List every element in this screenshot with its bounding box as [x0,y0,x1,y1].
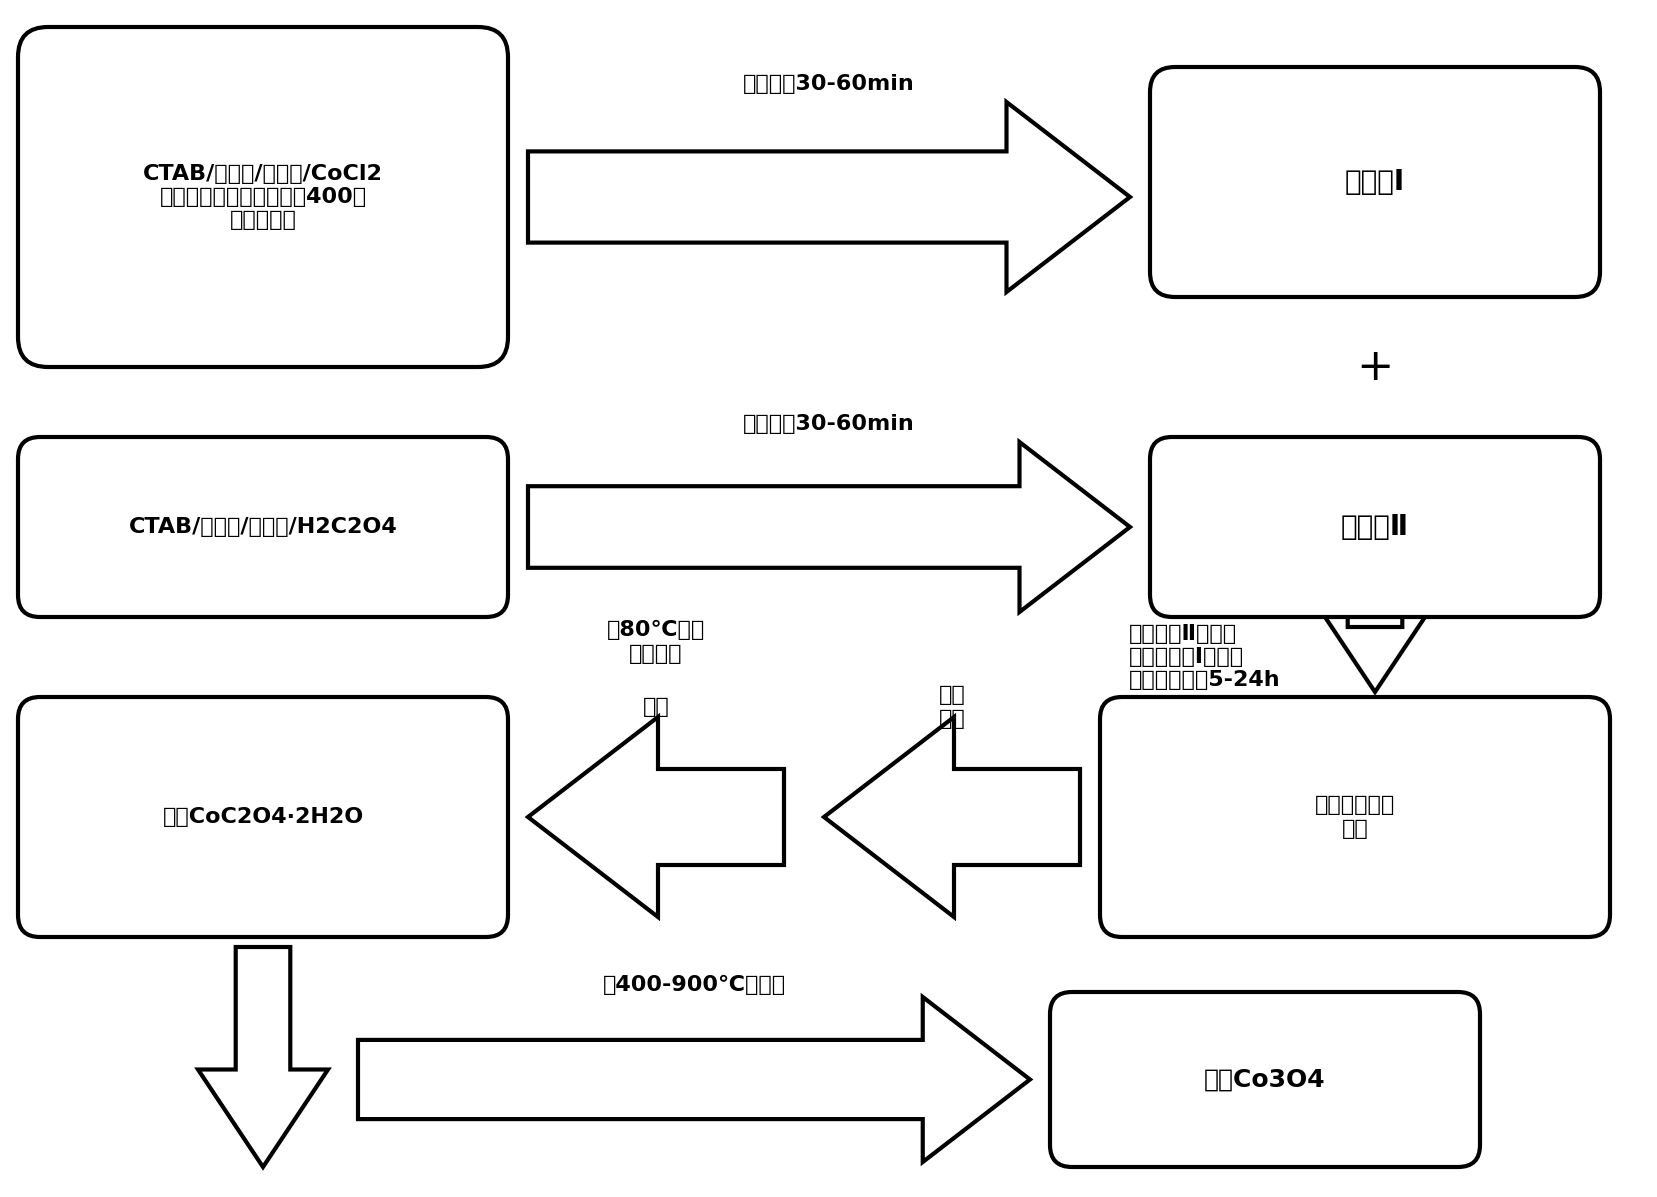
Text: 得到Co3O4: 得到Co3O4 [1205,1068,1326,1092]
FancyBboxPatch shape [1150,437,1601,616]
Text: 微乳液Ⅱ: 微乳液Ⅱ [1341,514,1408,541]
Polygon shape [197,947,328,1167]
FancyBboxPatch shape [1150,67,1601,297]
Text: 微乳液Ⅰ: 微乳液Ⅰ [1345,168,1405,196]
Text: 离心
过滤: 离心 过滤 [938,686,966,729]
FancyBboxPatch shape [1100,697,1611,937]
Polygon shape [358,997,1031,1162]
Polygon shape [529,102,1130,292]
Polygon shape [1311,595,1440,692]
FancyBboxPatch shape [18,697,509,937]
Polygon shape [529,717,784,917]
Text: 生成浅粉红色
沉淀: 生成浅粉红色 沉淀 [1316,795,1395,839]
Text: CTAB/正丁醇/环己烷/H2C2O4: CTAB/正丁醇/环己烷/H2C2O4 [129,517,398,537]
FancyBboxPatch shape [18,437,509,616]
FancyBboxPatch shape [1051,992,1480,1167]
Text: 将微乳液Ⅱ成滴加
入到微乳液Ⅰ中去，
持续磁力搅拌5-24h: 将微乳液Ⅱ成滴加 入到微乳液Ⅰ中去， 持续磁力搅拌5-24h [1128,624,1279,691]
Text: 磁力搅拌30-60min: 磁力搅拌30-60min [742,414,915,435]
Text: 在400-900℃下煅烧: 在400-900℃下煅烧 [603,974,785,995]
Text: 在80℃干燥
箱中烘干: 在80℃干燥 箱中烘干 [606,620,706,663]
Text: 洗涤: 洗涤 [643,697,669,717]
Polygon shape [529,442,1130,612]
FancyBboxPatch shape [18,28,509,367]
Text: CTAB/正丁醇/环己烷/CoCl2
（在这一步加入聚乙二醇400作
为分散剂）: CTAB/正丁醇/环己烷/CoCl2 （在这一步加入聚乙二醇400作 为分散剂） [143,164,383,230]
Text: 磁力搅拌30-60min: 磁力搅拌30-60min [742,74,915,95]
Text: 得到CoC2O4·2H2O: 得到CoC2O4·2H2O [162,807,363,827]
Text: +: + [1357,346,1394,389]
Polygon shape [824,717,1080,917]
